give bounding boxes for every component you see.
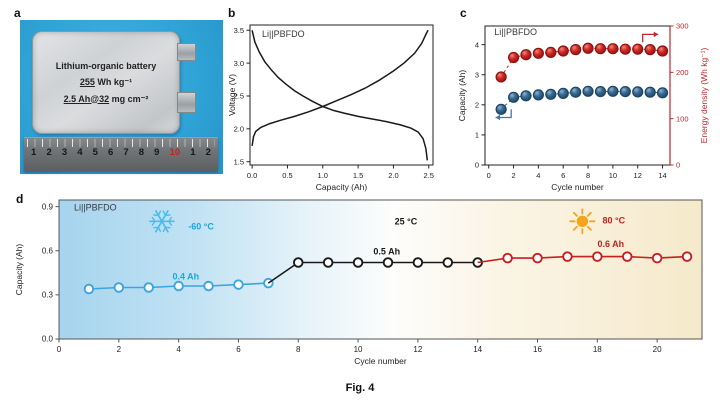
svg-text:14: 14	[473, 345, 482, 354]
svg-text:0.0: 0.0	[42, 335, 54, 344]
svg-text:0: 0	[487, 171, 491, 180]
svg-text:Energy density (Wh kg⁻¹): Energy density (Wh kg⁻¹)	[699, 48, 709, 144]
svg-text:3.0: 3.0	[234, 59, 244, 68]
svg-text:8: 8	[296, 345, 301, 354]
svg-text:100: 100	[676, 114, 689, 123]
svg-text:6: 6	[236, 345, 241, 354]
svg-text:0: 0	[475, 161, 479, 170]
svg-text:Voltage (V): Voltage (V)	[227, 74, 237, 116]
svg-text:1.5: 1.5	[353, 171, 363, 180]
svg-text:14: 14	[658, 171, 666, 180]
panel-b-chart: 0.0 0.5 1.0 1.5 2.0 2.5 1.5 2.0 2.5 3.0 3.5 Capacit…	[227, 24, 434, 192]
svg-text:2.5: 2.5	[424, 171, 434, 180]
svg-text:4: 4	[536, 171, 540, 180]
svg-text:Capacity (Ah): Capacity (Ah)	[14, 244, 24, 296]
svg-text:-60 °C: -60 °C	[188, 221, 214, 231]
svg-text:0: 0	[57, 345, 62, 354]
svg-text:4: 4	[475, 40, 479, 49]
svg-text:6: 6	[561, 171, 565, 180]
svg-text:Cycle number: Cycle number	[551, 182, 604, 192]
svg-text:18: 18	[593, 345, 602, 354]
ruler-number: 1	[31, 147, 37, 158]
svg-text:Li||PBFDO: Li||PBFDO	[494, 27, 537, 37]
svg-text:2.5: 2.5	[234, 92, 244, 101]
svg-text:200: 200	[676, 68, 689, 77]
ruler-number: 3	[61, 147, 68, 158]
svg-text:2: 2	[511, 171, 515, 180]
svg-text:0.0: 0.0	[247, 171, 257, 180]
ruler-number: 9	[154, 147, 160, 158]
svg-text:Capacity (Ah): Capacity (Ah)	[457, 70, 467, 122]
svg-text:2: 2	[475, 101, 479, 110]
svg-text:0.5 Ah: 0.5 Ah	[373, 246, 400, 256]
svg-text:Capacity (Ah): Capacity (Ah)	[316, 182, 368, 192]
battery-tab-top	[177, 43, 196, 61]
svg-text:0.9: 0.9	[42, 202, 54, 211]
ruler-number: 4	[77, 147, 83, 158]
svg-text:2.0: 2.0	[234, 125, 244, 134]
svg-text:1.5: 1.5	[234, 157, 244, 166]
svg-text:16: 16	[533, 345, 542, 354]
svg-text:25 °C: 25 °C	[395, 217, 418, 227]
svg-text:20: 20	[653, 345, 662, 354]
svg-text:0: 0	[676, 161, 680, 170]
svg-text:0.6 Ah: 0.6 Ah	[597, 239, 624, 249]
svg-text:10: 10	[609, 171, 617, 180]
battery-pouch: Lithium-organic battery 255 Wh kg⁻¹ 2.5 …	[32, 31, 180, 134]
svg-text:4: 4	[176, 345, 181, 354]
ruler-number: 8	[138, 147, 145, 158]
svg-text:12: 12	[413, 345, 422, 354]
svg-text:300: 300	[676, 22, 689, 31]
ruler-number: 2	[205, 147, 211, 158]
snowflake-icon	[149, 210, 175, 233]
ruler: 1 2 3 4 5 6 7 8 9 10 1 2	[24, 137, 218, 171]
battery-capacity-loading: 2.5 Ah@32 mg cm⁻²	[63, 93, 149, 104]
ruler-number: 5	[92, 147, 98, 158]
svg-text:0.4 Ah: 0.4 Ah	[172, 271, 199, 281]
battery-title: Lithium-organic battery	[55, 60, 157, 71]
svg-text:0.3: 0.3	[42, 291, 54, 300]
svg-text:80 °C: 80 °C	[602, 216, 625, 226]
ruler-number: 6	[108, 147, 114, 158]
figure-caption: Fig. 4	[345, 382, 375, 394]
ruler-number: 10	[169, 147, 181, 158]
ruler-number: 2	[46, 147, 52, 158]
sun-icon	[569, 208, 596, 235]
panel-letter-a: a	[14, 6, 21, 20]
panel-letter-c: c	[460, 6, 467, 20]
svg-text:12: 12	[634, 171, 642, 180]
battery-energy-density: 255 Wh kg⁻¹	[79, 76, 133, 87]
battery-photo: Lithium-organic battery 255 Wh kg⁻¹ 2.5 …	[20, 20, 223, 174]
ruler-number: 7	[123, 147, 129, 158]
svg-text:0.5: 0.5	[282, 171, 292, 180]
panel-letter-b: b	[228, 6, 236, 20]
panel-letter-d: d	[16, 192, 24, 206]
panel-d-chart: 0 2 4 6 8 10 12 14 16 18 20 0.0 0.3 0.6 0.9 Cycle numbe…	[14, 199, 703, 366]
svg-text:0.6: 0.6	[42, 246, 54, 255]
svg-text:Li||PBFDO: Li||PBFDO	[262, 29, 305, 39]
svg-text:3: 3	[475, 70, 479, 79]
svg-text:2.0: 2.0	[388, 171, 398, 180]
svg-text:3.5: 3.5	[234, 26, 244, 35]
svg-text:1: 1	[475, 131, 479, 140]
svg-text:10: 10	[354, 345, 363, 354]
svg-text:Cycle number: Cycle number	[354, 356, 407, 366]
svg-text:Li||PBFDO: Li||PBFDO	[74, 202, 117, 212]
battery-tab-bottom	[177, 92, 196, 113]
ruler-number: 1	[190, 147, 196, 158]
svg-text:2: 2	[117, 345, 122, 354]
ruler-numbers: 1 2 3 4 5 6 7 8 9 10 1 2	[26, 147, 216, 158]
svg-text:8: 8	[586, 171, 590, 180]
ruler-tick-marks	[27, 139, 215, 147]
svg-text:1.0: 1.0	[318, 171, 328, 180]
